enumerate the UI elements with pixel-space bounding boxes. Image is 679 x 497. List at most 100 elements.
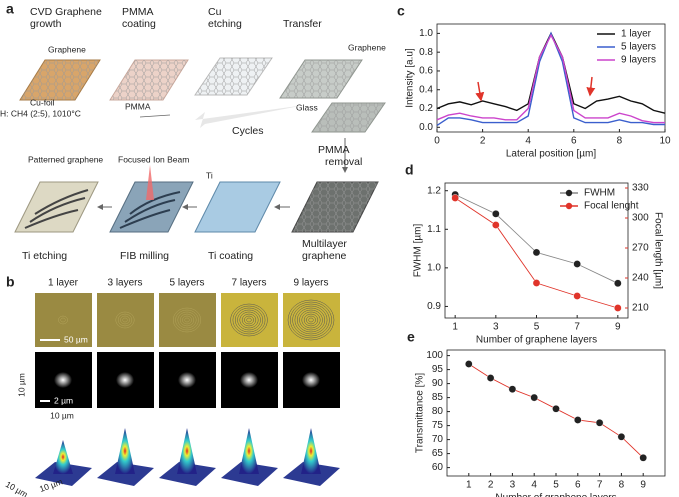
step-label: FIB milling [120, 250, 169, 262]
note: PMMA [125, 101, 151, 111]
lens-ring [237, 309, 261, 331]
data-point [532, 248, 541, 257]
lens-ring [177, 311, 197, 329]
lens-ring [179, 313, 195, 327]
lens-ring [122, 317, 128, 323]
milled-lines [119, 191, 181, 229]
y-tick-label: 1.1 [427, 224, 441, 235]
step-label: etching [208, 18, 242, 30]
y-tick-label: 90 [432, 378, 444, 389]
x-tick-label: 4 [525, 136, 531, 147]
pattern-lines [24, 189, 89, 229]
lens-ring [292, 303, 330, 337]
note: Ti [206, 170, 213, 180]
note: Focused Ion Beam [118, 154, 189, 164]
x-tick-label: 10 [659, 136, 671, 147]
lens-ring [234, 307, 264, 333]
data-point [464, 360, 473, 368]
y2-tick-label: 210 [632, 303, 649, 314]
focal-spot [116, 372, 134, 388]
y2-axis-label: Focal length [µm] [652, 212, 663, 289]
micrograph [221, 293, 278, 347]
y-tick-label: 0.9 [427, 301, 441, 312]
panel-label: e [407, 329, 415, 345]
note: Graphene [48, 44, 86, 54]
data-point [574, 416, 582, 424]
y-tick-label: 1.2 [427, 185, 441, 196]
lens-ring [308, 317, 314, 323]
graphene-pattern [20, 60, 100, 100]
legend-label: 9 layers [621, 55, 656, 66]
column-label: 9 layers [293, 278, 328, 289]
data-point [595, 418, 604, 427]
focal-spot [54, 372, 72, 388]
y2-tick-label: 270 [632, 243, 649, 254]
lens-ring [58, 315, 68, 325]
lens-ring [239, 311, 259, 329]
lens-ring [306, 315, 316, 325]
annotation-arrow [586, 76, 596, 97]
note: H: CH4 (2:5), 1010°C [0, 108, 81, 118]
x-axis-label: Number of graphene layers [495, 493, 616, 497]
lens-ring [117, 313, 133, 327]
x-tick-label: 8 [617, 136, 623, 147]
step-label: growth [30, 18, 62, 30]
lens-ring [290, 301, 332, 339]
x-tick-label: 9 [640, 480, 646, 491]
y-tick-label: 0.0 [419, 122, 433, 133]
ion-beam [146, 165, 154, 200]
y-tick-label: 100 [426, 350, 443, 361]
y-tick-label: 1.0 [427, 262, 441, 273]
lens-ring [60, 317, 66, 323]
lens-ring [232, 305, 266, 335]
graphene-pattern [312, 103, 385, 132]
plot-peak [239, 428, 259, 474]
y-axis-label: FWHM [µm] [413, 224, 424, 278]
legend-label: FWHM [584, 188, 615, 199]
y-tick-label: 65 [432, 448, 444, 459]
step-label: Cu [208, 6, 222, 18]
x-tick-label: 5 [553, 480, 559, 491]
lens-ring [303, 313, 319, 327]
step-label: Ti coating [208, 250, 253, 262]
step-label: Ti etching [22, 250, 67, 262]
y2-tick-label: 330 [632, 183, 649, 194]
x-tick-label: 6 [575, 480, 581, 491]
step-label: Transfer [283, 18, 322, 30]
data-point [486, 374, 495, 382]
plot-peak [177, 428, 197, 474]
plot-frame [446, 349, 666, 477]
lens-ring [246, 317, 252, 323]
y-tick-label: 70 [432, 434, 444, 445]
lens-ring [294, 305, 328, 335]
x-tick-label: 0 [434, 136, 440, 147]
note: Glass [296, 102, 318, 112]
data-point [639, 453, 648, 462]
note: PMMA [318, 144, 350, 156]
y-axis-label: Transmittance [%] [415, 373, 426, 453]
column-label: 3 layers [107, 278, 142, 289]
data-point [508, 385, 517, 394]
data-point [614, 279, 622, 288]
panel-label: b [6, 274, 15, 290]
x-tick-label: 8 [619, 480, 625, 491]
y-tick-label: 0.8 [419, 47, 433, 58]
x-tick-label: 3 [510, 480, 516, 491]
data-point [492, 210, 500, 218]
y-tick-label: 0.2 [419, 103, 433, 114]
lens-ring [182, 315, 192, 325]
series-line [436, 31, 665, 126]
x-tick-label: 5 [534, 322, 540, 333]
data-point [530, 393, 539, 402]
plot-peak [115, 428, 135, 474]
legend-label: 1 layer [621, 29, 652, 40]
lens-ring [287, 299, 335, 341]
note: Cu-foil [30, 97, 55, 107]
scale-label: 10 µm [50, 410, 74, 420]
column-label: 1 layer [48, 278, 79, 289]
data-point [573, 292, 581, 300]
note: Cycles [232, 125, 264, 137]
data-point [532, 279, 541, 287]
